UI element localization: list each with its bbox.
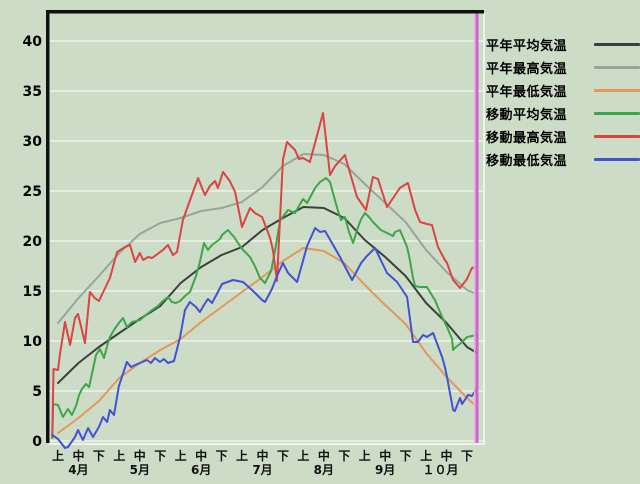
series-line-1 (57, 153, 478, 324)
x-month-label-2: 6月 (191, 463, 211, 477)
x-tick-2-0: 上 (175, 448, 187, 463)
legend-item: 平年最低気温 (486, 82, 640, 100)
y-tick-label-15: 15 (23, 284, 42, 300)
series-line-0 (57, 206, 478, 384)
x-tick-6-1: 中 (441, 448, 453, 463)
series-lines (51, 112, 478, 449)
legend-label: 移動最低気温 (486, 153, 568, 169)
legend-label: 平年平均気温 (486, 38, 568, 54)
legend-line-swatch (594, 88, 640, 92)
legend-line-swatch (594, 111, 640, 115)
x-tick-6-2: 下 (461, 449, 473, 463)
y-axis-tick-labels: 0 5 10 15 20 25 30 35 40 (23, 34, 43, 450)
legend-item: 移動最低気温 (486, 151, 640, 169)
x-tick-4-2: 下 (338, 449, 350, 463)
x-month-label-6: １０月 (423, 463, 459, 477)
x-month-label-1: 5月 (130, 463, 150, 477)
x-tick-4-1: 中 (318, 448, 330, 463)
x-tick-1-2: 下 (154, 449, 166, 463)
legend-line-swatch (594, 42, 640, 46)
x-tick-5-0: 上 (359, 448, 371, 463)
x-tick-2-2: 下 (216, 449, 228, 463)
y-tick-label-35: 35 (23, 84, 42, 100)
x-tick-5-1: 中 (379, 448, 391, 463)
current-date-marker-line (473, 13, 479, 443)
x-month-label-5: 9月 (375, 463, 395, 477)
x-tick-3-1: 中 (256, 448, 268, 463)
legend-label: 移動最高気温 (486, 130, 568, 146)
y-tick-label-25: 25 (23, 184, 42, 200)
legend-item: 平年最高気温 (486, 59, 640, 77)
x-tick-1-1: 中 (134, 448, 146, 463)
left-axis-border (46, 10, 50, 443)
y-tick-label-5: 5 (32, 384, 42, 400)
legend-line-swatch (594, 65, 640, 69)
gridlines (49, 13, 485, 445)
x-month-label-0: 4月 (68, 463, 88, 477)
legend-label: 移動平均気温 (486, 107, 568, 123)
legend-item: 移動最高気温 (486, 128, 640, 146)
top-axis-border (46, 10, 484, 14)
x-tick-1-0: 上 (113, 448, 125, 463)
chart-legend: 平年平均気温 平年最高気温 平年最低気温 移動平均気温 移動最高気温 移動最低気温 (486, 36, 640, 169)
legend-item: 移動平均気温 (486, 105, 640, 123)
y-tick-label-40: 40 (23, 34, 43, 50)
y-tick-label-20: 20 (23, 234, 43, 250)
x-tick-0-0: 上 (52, 448, 64, 463)
series-line-5 (51, 227, 478, 449)
series-line-3 (51, 177, 478, 439)
x-month-label-3: 7月 (252, 463, 272, 477)
x-tick-6-0: 上 (420, 448, 432, 463)
x-tick-5-2: 下 (400, 449, 412, 463)
y-tick-label-10: 10 (23, 334, 43, 350)
x-tick-0-1: 中 (72, 448, 84, 463)
legend-label: 平年最高気温 (486, 61, 568, 77)
legend-item: 平年平均気温 (486, 36, 640, 54)
x-axis-tick-labels: 上中下4月上中下5月上中下6月上中下7月上中下8月上中下9月上中下１０月 (52, 448, 473, 477)
x-tick-2-1: 中 (195, 448, 207, 463)
legend-label: 平年最低気温 (486, 84, 568, 100)
legend-line-swatch (594, 157, 640, 161)
x-tick-4-0: 上 (297, 448, 309, 463)
legend-line-swatch (594, 134, 640, 138)
y-tick-label-0: 0 (32, 434, 42, 450)
x-month-label-4: 8月 (314, 463, 334, 477)
series-line-4 (51, 112, 478, 438)
x-tick-3-0: 上 (236, 448, 248, 463)
series-line-2 (57, 247, 478, 434)
axis-borders (46, 10, 484, 443)
y-tick-label-30: 30 (23, 134, 43, 150)
x-tick-3-2: 下 (277, 449, 289, 463)
x-tick-0-2: 下 (93, 449, 105, 463)
